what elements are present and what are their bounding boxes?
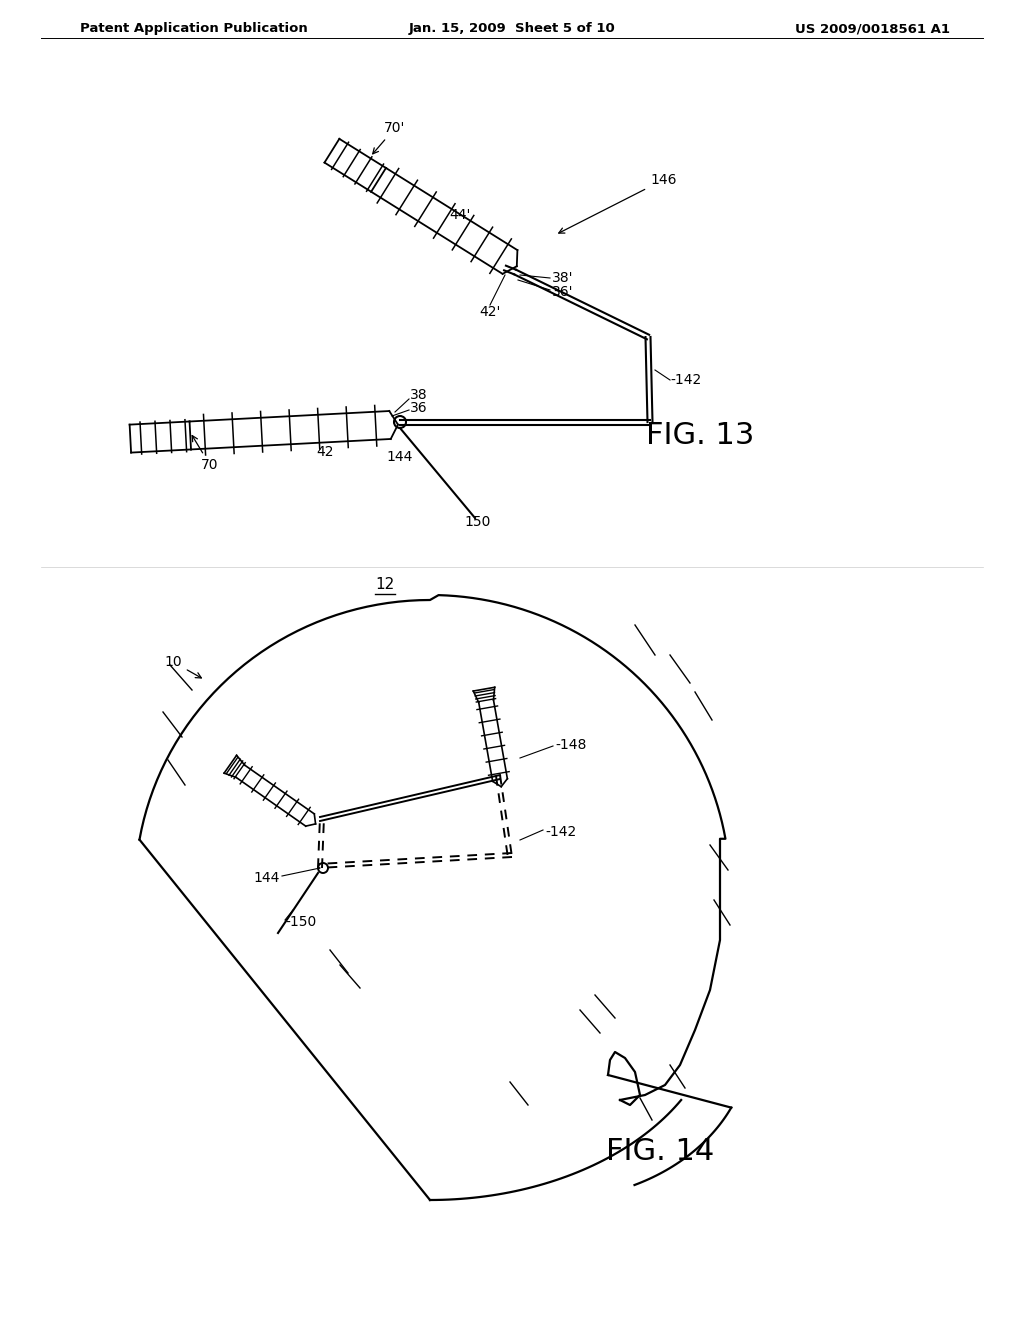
- Text: 144: 144: [254, 871, 280, 884]
- Text: 38': 38': [552, 271, 573, 285]
- Text: -142: -142: [670, 374, 701, 387]
- Text: 12: 12: [376, 577, 394, 591]
- Text: 144: 144: [387, 450, 414, 465]
- Text: 44': 44': [450, 209, 471, 222]
- Text: FIG. 14: FIG. 14: [606, 1138, 714, 1167]
- Text: 36': 36': [552, 285, 573, 300]
- Text: -150: -150: [285, 915, 316, 929]
- Text: 150: 150: [465, 515, 492, 529]
- Text: 70': 70': [373, 121, 406, 154]
- Text: 10: 10: [165, 655, 202, 678]
- Text: 42': 42': [479, 305, 501, 319]
- Text: FIG. 13: FIG. 13: [646, 421, 755, 450]
- Text: 70: 70: [193, 436, 219, 473]
- Text: -142: -142: [545, 825, 577, 840]
- Text: Jan. 15, 2009  Sheet 5 of 10: Jan. 15, 2009 Sheet 5 of 10: [409, 22, 615, 36]
- Text: US 2009/0018561 A1: US 2009/0018561 A1: [795, 22, 950, 36]
- Text: Patent Application Publication: Patent Application Publication: [80, 22, 308, 36]
- Text: 38: 38: [410, 388, 428, 403]
- Text: -148: -148: [555, 738, 587, 752]
- Text: 146: 146: [559, 173, 677, 234]
- Text: 42: 42: [316, 445, 334, 459]
- Text: 36: 36: [410, 401, 428, 414]
